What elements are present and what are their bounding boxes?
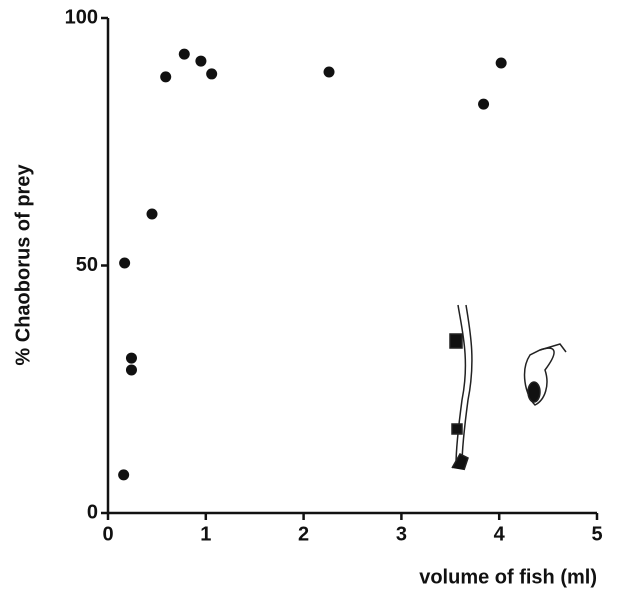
- point: [125, 364, 137, 376]
- point: [125, 352, 137, 364]
- x-tick-label: 2: [298, 523, 309, 545]
- point: [323, 66, 335, 78]
- x-tick-label: 4: [494, 523, 506, 545]
- x-tick-label: 3: [396, 523, 407, 545]
- x-axis-label: volume of fish (ml): [419, 566, 597, 588]
- x-tick-label: 1: [200, 523, 211, 545]
- point: [160, 71, 172, 83]
- point: [495, 57, 507, 69]
- point: [119, 257, 131, 269]
- x-tick-label: 5: [591, 523, 602, 545]
- y-tick-label: 50: [76, 254, 98, 276]
- point: [146, 208, 158, 220]
- y-tick-label: 0: [87, 501, 98, 523]
- point: [195, 55, 207, 67]
- point: [478, 98, 490, 110]
- point: [118, 469, 130, 481]
- y-tick-label: 100: [65, 6, 98, 28]
- larva-illustration: [449, 304, 567, 471]
- point: [178, 48, 190, 60]
- y-axis-label: % Chaoborus of prey: [12, 164, 34, 366]
- point: [206, 68, 218, 80]
- x-tick-label: 0: [102, 523, 113, 545]
